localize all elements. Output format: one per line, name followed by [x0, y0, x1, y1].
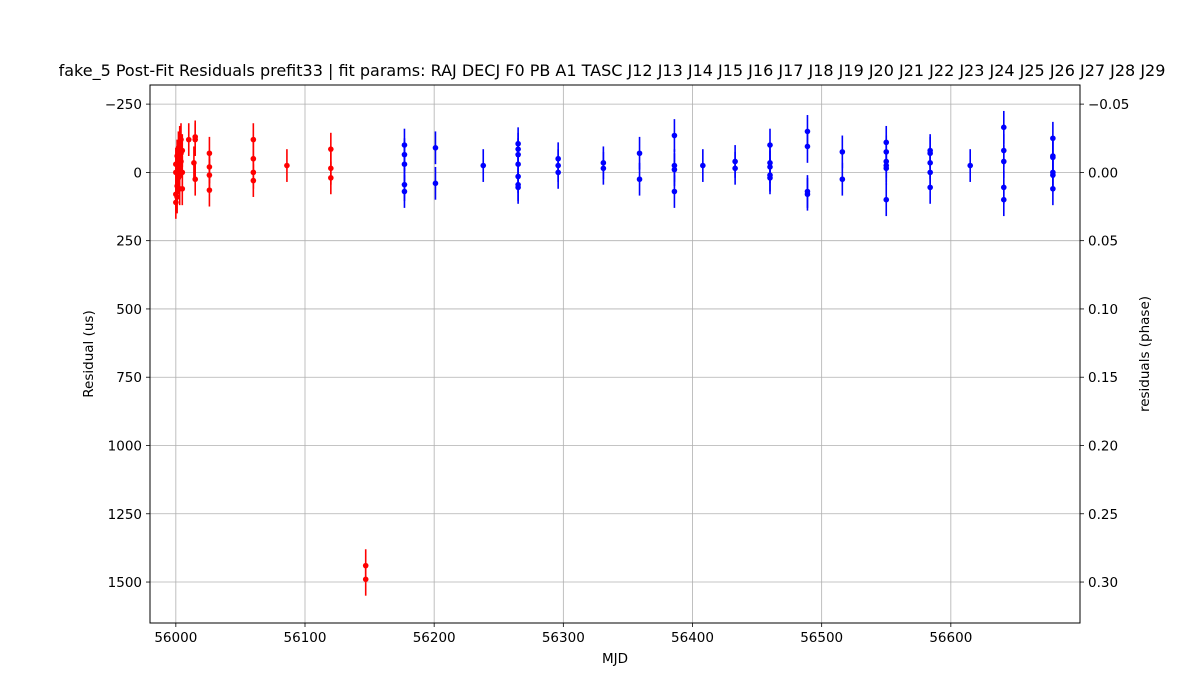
- series-0: [173, 120, 369, 596]
- y-right-tick-label: 0.05: [1088, 234, 1118, 250]
- y-right-tick-label: 0.00: [1088, 165, 1118, 181]
- data-point: [671, 188, 678, 195]
- data-point: [671, 132, 678, 139]
- y-tick-label: 1500: [108, 575, 142, 591]
- data-point: [600, 165, 607, 172]
- y-tick-label: 1000: [108, 438, 142, 454]
- y-right-tick-label: −0.05: [1088, 97, 1129, 113]
- y-right-tick-label: 0.15: [1088, 370, 1118, 386]
- data-point: [250, 177, 257, 184]
- data-point: [767, 142, 773, 148]
- data-point: [967, 162, 974, 169]
- series-1: [401, 110, 1056, 217]
- data-point: [1050, 135, 1056, 142]
- y-right-tick-label: 0.10: [1088, 302, 1118, 318]
- y-right-tick-label: 0.25: [1088, 507, 1118, 523]
- chart-title: fake_5 Post-Fit Residuals prefit33 | fit…: [59, 61, 1166, 81]
- x-tick-label: 56400: [671, 630, 714, 646]
- data-point: [179, 147, 186, 154]
- y-tick-label: −250: [105, 97, 142, 113]
- x-tick-label: 56500: [800, 630, 843, 646]
- data-point: [480, 162, 487, 169]
- x-axis-label: MJD: [602, 651, 628, 667]
- data-point: [1000, 158, 1007, 165]
- data-point: [250, 136, 257, 143]
- data-point: [362, 576, 369, 583]
- data-point: [839, 149, 846, 155]
- data-point: [804, 191, 811, 198]
- y-right-tick-label: 0.30: [1088, 575, 1118, 591]
- y-tick-label: 500: [116, 302, 142, 318]
- data-point: [284, 162, 290, 169]
- data-point: [179, 185, 186, 192]
- data-point: [804, 143, 811, 150]
- x-tick-label: 56300: [542, 630, 585, 646]
- data-point: [767, 175, 773, 181]
- y-axis-right: −0.05 0.00 0.05 0.10 0.15 0.20 0.25 0.30: [1080, 97, 1129, 591]
- x-tick-label: 56100: [284, 630, 327, 646]
- data-point: [328, 146, 334, 152]
- data-point: [636, 176, 643, 183]
- y-axis-left: −250 0 250 500 750 1000 1250 1500: [105, 97, 150, 591]
- data-point: [206, 187, 213, 193]
- data-point: [883, 165, 890, 172]
- x-tick-label: 56000: [154, 630, 197, 646]
- data-point: [671, 166, 678, 173]
- data-point: [555, 169, 561, 176]
- data-point: [636, 150, 643, 157]
- y-right-tick-label: 0.20: [1088, 438, 1118, 454]
- y-axis-right-label: residuals (phase): [1137, 296, 1153, 412]
- data-layer: [173, 110, 1056, 596]
- data-point: [883, 196, 890, 203]
- y-tick-label: 0: [133, 165, 142, 181]
- data-point: [401, 161, 408, 167]
- data-point: [1000, 196, 1007, 203]
- data-point: [432, 145, 439, 151]
- data-point: [185, 136, 192, 143]
- data-point: [401, 188, 408, 195]
- grid-lines: [150, 85, 1080, 623]
- y-axis-label: Residual (us): [81, 310, 97, 397]
- x-tick-label: 56200: [413, 630, 456, 646]
- axes-frame: [149, 84, 1081, 624]
- data-point: [732, 165, 738, 172]
- data-point: [432, 180, 439, 187]
- data-point: [839, 176, 846, 183]
- data-point: [1000, 124, 1007, 131]
- y-tick-label: 750: [116, 370, 142, 386]
- y-tick-label: 250: [116, 234, 142, 250]
- data-point: [192, 176, 199, 183]
- data-point: [515, 184, 521, 191]
- x-axis: 56000 56100 56200 56300 56400 56500 56600: [154, 623, 972, 646]
- data-point: [192, 134, 199, 140]
- x-tick-label: 56600: [929, 630, 972, 646]
- data-point: [328, 175, 334, 181]
- data-point: [1050, 185, 1056, 192]
- y-tick-label: 1250: [108, 507, 142, 523]
- data-point: [927, 184, 933, 191]
- data-point: [700, 162, 706, 169]
- data-point: [174, 194, 180, 200]
